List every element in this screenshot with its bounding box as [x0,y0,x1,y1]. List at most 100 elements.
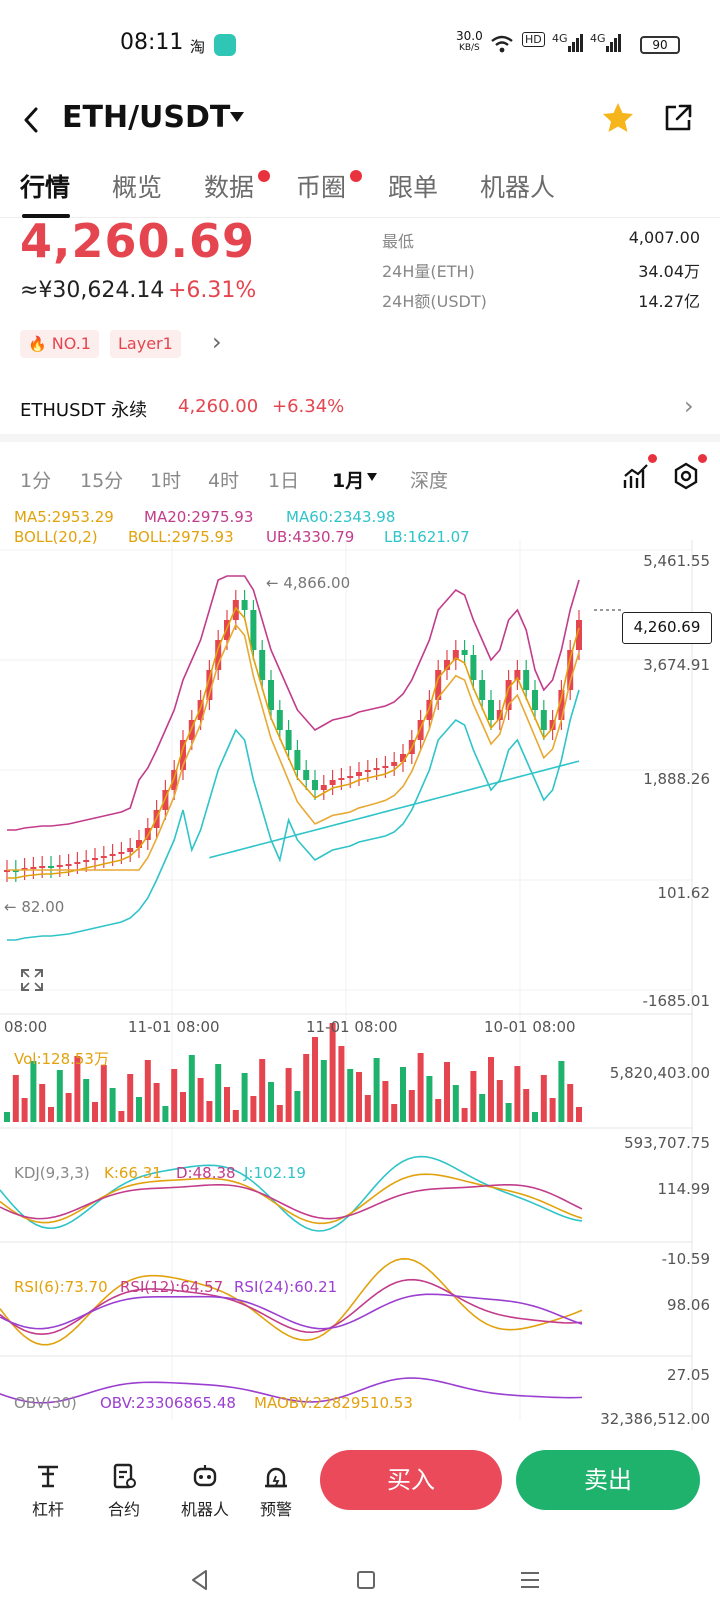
volume-bar [435,1099,442,1122]
legend-volume: Vol:128.53万 [14,1050,109,1068]
candle-body [514,670,521,680]
chevron-right-icon[interactable]: › [212,328,222,356]
volume-bar [400,1067,406,1122]
volume-bar [470,1071,477,1122]
volume-bar [444,1062,450,1122]
tab-market[interactable]: 行情 [20,173,71,202]
contract-button[interactable]: 合约 [94,1462,154,1520]
volume-bar [83,1079,90,1122]
ma5-line [7,606,580,879]
nav-menu-icon[interactable] [518,1568,542,1592]
legend-j: J:102.19 [244,1164,306,1182]
y-axis-label: 101.62 [657,884,711,902]
interval-15m[interactable]: 15分 [80,470,124,492]
candle-body [56,865,63,867]
rsi-axis-label: 98.06 [667,1296,710,1314]
leverage-button[interactable]: 杠杆 [18,1462,78,1520]
perpetual-row[interactable] [0,386,720,442]
category-badge[interactable]: Layer1 [110,330,181,358]
volume-bar [391,1104,398,1122]
volume-bar [496,1080,503,1122]
candle-body [540,710,547,730]
robot-button[interactable]: 机器人 [170,1462,240,1520]
interval-depth[interactable]: 深度 [410,470,449,492]
chart-settings-icon[interactable] [672,462,700,490]
volume-bar [505,1103,512,1122]
candle-body [268,680,274,710]
candle-body [364,770,371,772]
volume-bar [382,1081,389,1122]
volume-bar [127,1074,134,1122]
volume-bar [294,1091,301,1122]
interval-dropdown-icon[interactable] [366,472,378,482]
volume-bar [39,1084,46,1122]
interval-1m[interactable]: 1分 [20,470,52,492]
stat-vol-value: 34.04万 [638,262,700,281]
battery-icon: 90 [640,36,680,54]
sell-button[interactable]: 卖出 [516,1450,700,1510]
candle-body [12,870,19,872]
tab-robot[interactable]: 机器人 [480,173,556,202]
indicator-chart-icon[interactable] [622,462,650,490]
kline-chart[interactable] [0,540,720,1430]
nav-back-icon[interactable] [188,1568,212,1592]
volume-bar [232,1110,239,1122]
interval-4h[interactable]: 4时 [208,470,240,492]
volume-bar [100,1065,107,1122]
rank-badge[interactable]: 🔥 NO.1 [20,330,99,358]
interval-1mo[interactable]: 1月 [332,470,365,492]
candle-body [180,740,186,770]
candle-body [338,778,345,780]
high-price-marker: ← 4,866.00 [266,574,351,592]
legend-obv-value: OBV:23306865.48 [100,1394,236,1412]
interval-1h[interactable]: 1时 [150,470,182,492]
main-tabs [0,168,720,218]
candle-body [558,690,565,720]
volume-bar [92,1102,98,1122]
chevron-right-icon[interactable]: › [684,392,694,420]
candle-body [532,690,538,710]
nav-home-icon[interactable] [354,1568,378,1592]
stat-amount-value: 14.27亿 [638,292,700,311]
tab-copy-trading[interactable]: 跟单 [388,173,439,202]
rsi24-line [0,1293,583,1330]
volume-bar [364,1095,371,1122]
favorite-star-icon[interactable] [600,100,636,136]
trading-pair-title[interactable]: ETH/USDT [62,100,231,135]
legend-rsi6: RSI(6):73.70 [14,1278,108,1296]
volume-bar [259,1059,266,1122]
volume-bar [338,1046,345,1122]
alert-button[interactable]: 预警 [246,1462,306,1520]
volume-bar [532,1112,538,1122]
low-price-marker: ← 82.00 [4,898,65,916]
x-axis-label: 11-01 08:00 [306,1018,398,1036]
fullscreen-icon[interactable] [20,968,44,992]
volume-bar [224,1087,230,1122]
volume-bar [136,1097,142,1122]
y-axis-label: 1,888.26 [643,770,710,788]
volume-bar [241,1073,248,1122]
volume-bar [549,1098,556,1122]
volume-bar [523,1089,530,1122]
interval-1d[interactable]: 1日 [268,470,300,492]
volume-bar [215,1064,222,1122]
volume-bar [479,1094,486,1122]
legend-ub: UB:4330.79 [266,528,355,546]
volume-bar [180,1092,186,1122]
tab-overview[interactable]: 概览 [112,173,163,202]
pair-dropdown-icon[interactable] [228,110,246,124]
share-icon[interactable] [662,102,694,134]
back-arrow-icon[interactable] [20,105,44,135]
tab-data[interactable]: 数据 [204,173,255,202]
candle-body [285,730,292,750]
leverage-icon [38,1465,58,1488]
candle-body [224,620,230,640]
tab-community[interactable]: 币圈 [296,173,347,202]
obv-line [0,1377,583,1404]
candle-body [162,790,169,810]
rsi-axis-label: 27.05 [667,1366,710,1384]
wifi-icon [491,35,513,53]
volume-bar [303,1054,310,1122]
buy-button[interactable]: 买入 [320,1450,502,1510]
candle-body [197,700,204,720]
